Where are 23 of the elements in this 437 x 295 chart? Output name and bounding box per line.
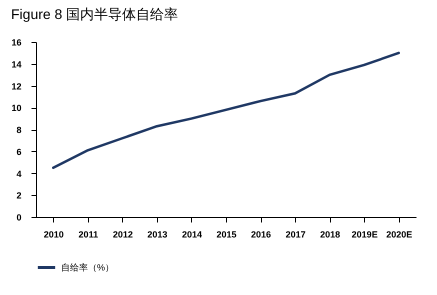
x-tick-label: 2018 [320,230,340,240]
x-tick-label: 2020E [386,230,412,240]
y-tick-label: 10 [11,103,22,114]
x-tick-label: 2010 [44,230,64,240]
x-tick-label: 2019E [352,230,378,240]
y-tick-label: 2 [16,190,22,201]
x-tick-label: 2011 [78,230,98,240]
chart-title: Figure 8 国内半导体自给率 [10,6,178,22]
y-tick-label: 0 [16,212,22,222]
line-series [52,52,400,170]
y-tick-label: 6 [16,146,22,157]
y-tick-label: 14 [11,59,22,70]
x-tick-label: 2012 [112,230,133,240]
x-tick-label: 2017 [286,230,306,240]
x-tick-label: 2013 [147,230,168,240]
y-tick-label: 12 [11,81,22,92]
legend-label: 自给率（%） [61,262,114,272]
y-tick-label: 4 [16,168,22,179]
x-tick-label: 2014 [182,230,202,240]
y-tick-label: 8 [16,125,22,135]
x-tick-label: 2015 [216,230,237,240]
x-tick-label: 2016 [251,230,272,240]
y-tick-label: 16 [11,38,22,48]
